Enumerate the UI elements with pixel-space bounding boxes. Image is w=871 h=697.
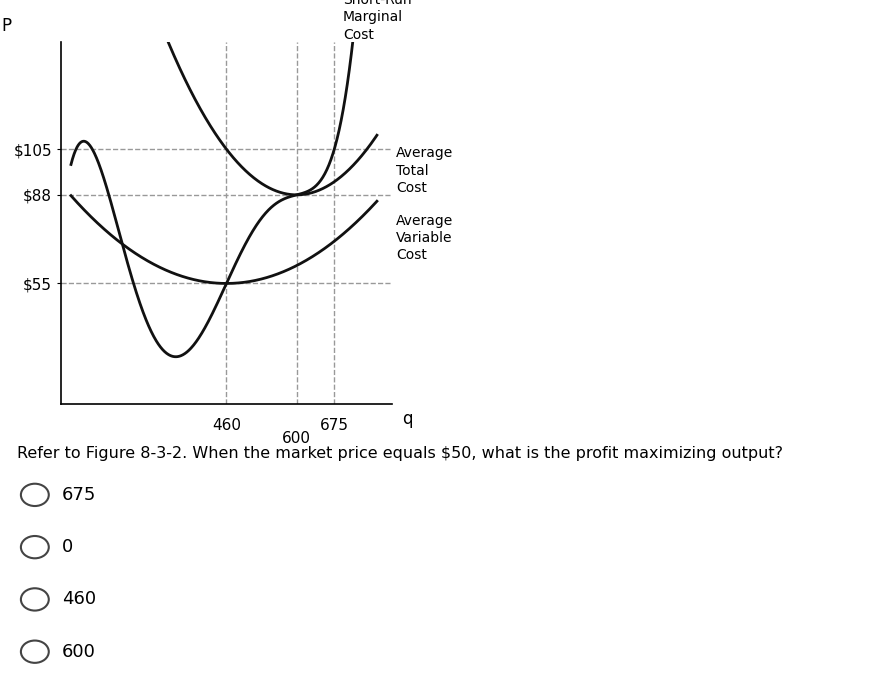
Text: 675: 675 [320,418,348,434]
Text: P: P [2,17,11,35]
Text: Average
Variable
Cost: Average Variable Cost [396,213,454,262]
Text: 675: 675 [62,486,96,504]
Text: Average
Total
Cost: Average Total Cost [396,146,454,195]
Text: 600: 600 [282,431,311,446]
Text: q: q [402,410,412,428]
Text: Short-Run
Marginal
Cost: Short-Run Marginal Cost [343,0,412,42]
Text: 600: 600 [62,643,96,661]
Text: 0: 0 [62,538,73,556]
Text: Refer to Figure 8-3-2. When the market price equals $50, what is the profit maxi: Refer to Figure 8-3-2. When the market p… [17,446,783,461]
Text: 460: 460 [62,590,96,608]
Text: 460: 460 [212,418,241,434]
